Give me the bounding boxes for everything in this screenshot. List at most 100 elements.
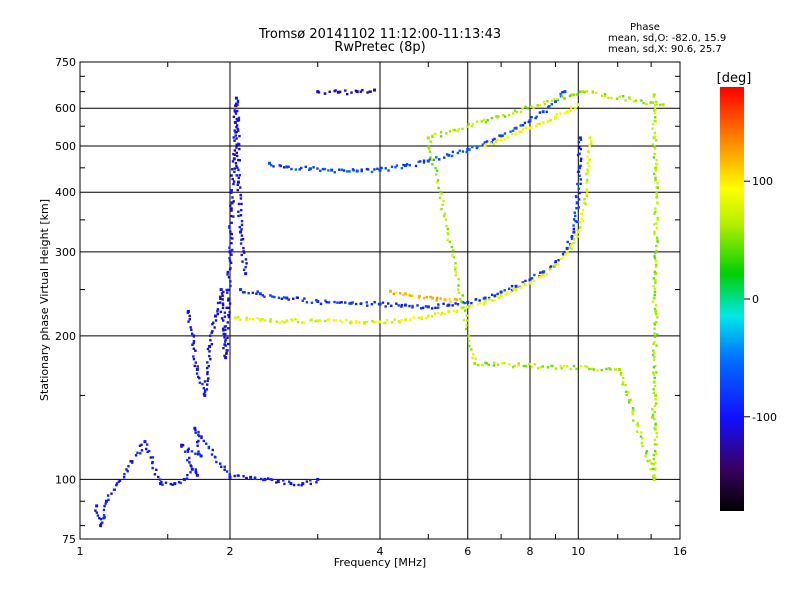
- data-point: [653, 104, 657, 107]
- data-point: [345, 318, 348, 322]
- data-point: [533, 273, 536, 277]
- data-point: [140, 449, 144, 452]
- data-point: [237, 214, 240, 218]
- data-point: [263, 477, 267, 481]
- data-point: [536, 104, 539, 107]
- data-point: [656, 186, 660, 189]
- data-point: [245, 476, 248, 480]
- data-point: [422, 161, 426, 164]
- data-point: [572, 218, 576, 221]
- data-point: [451, 254, 454, 257]
- data-point: [431, 135, 434, 139]
- data-point: [514, 284, 518, 288]
- data-point: [210, 331, 213, 335]
- data-point: [501, 362, 504, 365]
- data-point: [440, 192, 443, 195]
- data-point: [301, 299, 304, 302]
- data-point: [654, 207, 657, 210]
- data-point: [627, 399, 631, 402]
- data-point: [456, 151, 460, 155]
- data-point: [574, 195, 578, 198]
- data-point: [539, 365, 543, 369]
- data-point: [157, 475, 160, 479]
- data-point: [414, 164, 418, 168]
- data-point: [654, 210, 657, 214]
- data-point: [512, 288, 515, 291]
- data-point: [200, 435, 203, 438]
- data-point: [494, 294, 497, 297]
- data-point: [457, 288, 460, 291]
- data-point: [211, 330, 214, 333]
- data-point: [237, 315, 240, 319]
- data-point: [641, 437, 644, 440]
- data-point: [581, 209, 585, 212]
- data-point: [579, 364, 583, 368]
- data-point: [287, 165, 290, 168]
- data-point: [566, 240, 569, 244]
- data-point: [585, 194, 588, 198]
- data-point: [651, 413, 655, 417]
- data-point: [524, 126, 527, 129]
- data-point: [455, 310, 458, 314]
- data-point: [195, 473, 199, 477]
- data-point: [590, 367, 593, 370]
- data-point: [594, 91, 598, 94]
- data-point: [236, 180, 240, 184]
- data-point: [658, 103, 662, 107]
- data-point: [445, 225, 448, 228]
- data-point: [513, 109, 517, 112]
- data-point: [653, 232, 656, 236]
- data-point: [327, 318, 331, 321]
- data-point: [458, 149, 461, 152]
- data-point: [421, 306, 425, 309]
- data-point: [654, 263, 658, 267]
- data-point: [180, 443, 184, 447]
- data-point: [501, 134, 504, 137]
- data-point: [491, 138, 495, 142]
- data-point: [267, 161, 271, 165]
- data-point: [653, 223, 656, 226]
- data-point: [376, 167, 379, 170]
- data-point: [232, 180, 236, 183]
- data-point: [317, 91, 321, 94]
- data-point: [579, 182, 582, 186]
- data-point: [577, 170, 581, 173]
- data-point: [224, 328, 227, 331]
- data-point: [273, 295, 276, 299]
- data-point: [652, 457, 656, 461]
- data-point: [436, 179, 440, 182]
- data-point: [605, 367, 608, 371]
- data-point: [194, 468, 197, 471]
- data-point: [328, 90, 331, 93]
- data-point: [645, 450, 649, 453]
- data-point: [400, 305, 403, 308]
- data-point: [565, 365, 569, 368]
- data-point: [198, 376, 201, 380]
- data-point: [423, 296, 426, 300]
- data-point: [590, 139, 593, 143]
- data-point: [634, 99, 638, 102]
- data-point: [236, 127, 239, 131]
- data-point: [588, 136, 592, 140]
- data-point: [440, 207, 443, 211]
- data-point: [632, 409, 635, 412]
- data-point: [578, 221, 581, 224]
- data-point: [462, 306, 465, 309]
- data-point: [420, 315, 424, 319]
- data-point: [563, 97, 566, 100]
- data-point: [408, 304, 411, 308]
- data-point: [366, 91, 369, 94]
- data-point: [591, 91, 595, 94]
- y-tick-label: 75: [62, 533, 76, 546]
- data-point: [514, 288, 518, 292]
- data-point: [271, 295, 274, 298]
- data-point: [107, 498, 110, 502]
- data-point: [236, 166, 239, 169]
- data-point: [454, 271, 458, 274]
- data-point: [123, 472, 126, 476]
- data-point: [390, 165, 394, 168]
- data-point: [230, 207, 233, 210]
- data-point: [561, 91, 564, 94]
- data-point: [389, 289, 393, 293]
- data-point: [370, 303, 374, 306]
